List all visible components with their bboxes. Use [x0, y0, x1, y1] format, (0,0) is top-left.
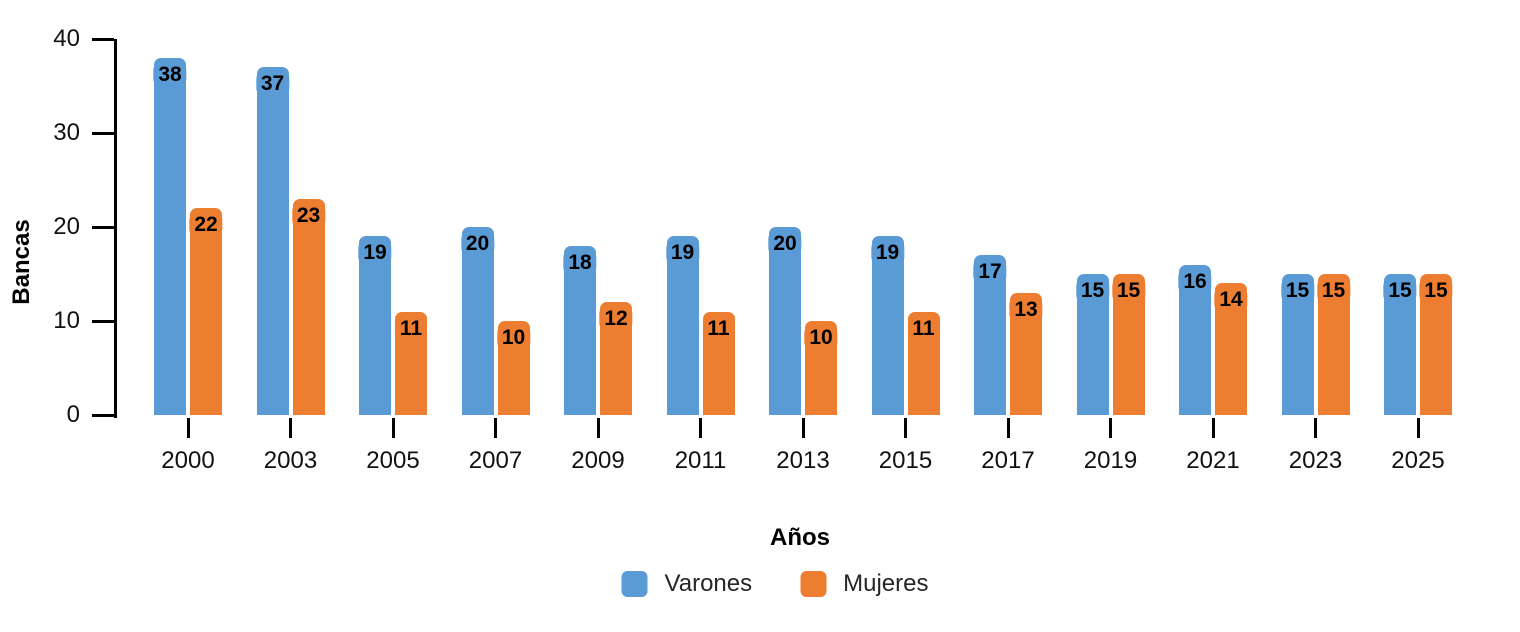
- bar-mujeres: 15: [1419, 274, 1453, 415]
- x-tick-mark: [186, 418, 190, 438]
- bar-mujeres: 11: [907, 311, 940, 415]
- bar-value-label: 23: [291, 201, 326, 229]
- legend-label-mujeres: Mujeres: [843, 570, 929, 597]
- bar-value-label: 15: [1111, 277, 1146, 304]
- x-tick-label: 2025: [1391, 447, 1445, 474]
- x-tick-mark: [494, 418, 497, 438]
- legend-label-varones: Varones: [664, 570, 753, 597]
- bar-mujeres: 22: [189, 208, 223, 415]
- y-tick-mark: [92, 413, 114, 417]
- bar-mujeres: 11: [394, 311, 428, 415]
- bar-varones: 15: [1280, 274, 1315, 415]
- bar-value-label: 20: [768, 230, 802, 257]
- y-axis-line: [114, 39, 117, 418]
- x-tick-mark: [699, 418, 702, 438]
- x-tick-label: 2019: [1083, 447, 1138, 474]
- bar-mujeres: 14: [1214, 283, 1248, 415]
- y-tick-label: 40: [53, 25, 80, 52]
- legend-item-varones: Varones: [621, 570, 753, 598]
- x-tick-mark: [1211, 418, 1215, 438]
- y-tick-label: 20: [53, 213, 80, 240]
- bar-value-label: 19: [665, 239, 700, 267]
- bar-value-label: 17: [973, 258, 1007, 286]
- bar-value-label: 10: [496, 324, 531, 351]
- bar-varones: 19: [870, 236, 905, 415]
- y-tick-mark: [92, 131, 114, 135]
- bar-value-label: 19: [870, 239, 905, 267]
- bar-value-label: 37: [255, 70, 290, 98]
- bar-varones: 38: [153, 57, 187, 415]
- bar-value-label: 11: [702, 314, 735, 342]
- x-tick-label: 2003: [263, 447, 318, 474]
- bar-value-label: 11: [907, 314, 940, 342]
- legend-swatch-mujeres: [800, 571, 827, 597]
- bar-mujeres: 10: [496, 321, 531, 415]
- x-tick-mark: [1006, 418, 1010, 438]
- y-tick-label: 0: [66, 401, 80, 428]
- y-tick-mark: [92, 37, 114, 41]
- x-tick-label: 2009: [571, 447, 625, 474]
- bar-mujeres: 11: [702, 311, 735, 415]
- x-tick-label: 2005: [366, 447, 420, 474]
- legend: Varones Mujeres: [621, 570, 928, 598]
- bar-value-label: 14: [1214, 286, 1248, 314]
- bar-value-label: 11: [394, 314, 428, 342]
- x-tick-mark: [289, 418, 292, 438]
- x-tick-mark: [904, 418, 907, 438]
- y-tick-mark: [92, 319, 114, 323]
- bar-mujeres: 12: [599, 302, 633, 415]
- bar-value-label: 15: [1419, 277, 1453, 304]
- x-tick-mark: [596, 418, 600, 438]
- legend-swatch-varones: [621, 571, 648, 597]
- bar-varones: 15: [1075, 274, 1110, 415]
- bar-mujeres: 15: [1316, 274, 1351, 415]
- bar-value-label: 15: [1383, 277, 1417, 304]
- bar-value-label: 15: [1075, 277, 1110, 304]
- x-tick-mark: [801, 418, 805, 438]
- legend-item-mujeres: Mujeres: [800, 570, 928, 598]
- bar-varones: 16: [1178, 264, 1212, 415]
- x-tick-mark: [1109, 418, 1112, 438]
- x-tick-mark: [1416, 418, 1420, 438]
- x-axis-title: Años: [770, 524, 830, 551]
- x-tick-mark: [1314, 418, 1317, 438]
- bar-mujeres: 23: [291, 198, 326, 415]
- x-tick-label: 2000: [161, 447, 215, 474]
- y-tick-label: 10: [53, 307, 80, 334]
- y-tick-label: 30: [53, 119, 80, 146]
- bar-varones: 15: [1383, 274, 1417, 415]
- bar-mujeres: 10: [804, 321, 838, 415]
- x-tick-label: 2007: [468, 447, 523, 474]
- bar-value-label: 20: [460, 230, 495, 257]
- bar-mujeres: 13: [1009, 292, 1043, 415]
- bar-value-label: 19: [358, 239, 392, 267]
- bar-value-label: 38: [153, 60, 187, 88]
- bar-value-label: 16: [1178, 267, 1212, 295]
- bar-value-label: 22: [189, 211, 223, 239]
- bar-varones: 19: [665, 236, 700, 415]
- x-tick-label: 2013: [776, 447, 830, 474]
- bar-value-label: 15: [1280, 277, 1315, 304]
- bar-value-label: 13: [1009, 295, 1043, 323]
- bar-mujeres: 15: [1111, 274, 1146, 415]
- bar-varones: 19: [358, 236, 392, 415]
- bar-value-label: 12: [599, 305, 633, 333]
- x-tick-label: 2021: [1186, 447, 1240, 474]
- bar-varones: 37: [255, 67, 290, 415]
- bar-varones: 17: [973, 255, 1007, 415]
- x-tick-label: 2011: [674, 447, 727, 474]
- y-tick-mark: [92, 225, 114, 229]
- bar-varones: 18: [563, 245, 597, 415]
- x-tick-mark: [391, 418, 395, 438]
- x-tick-label: 2015: [878, 447, 933, 474]
- bar-varones: 20: [460, 227, 495, 415]
- bar-value-label: 10: [804, 324, 838, 351]
- bar-value-label: 15: [1316, 277, 1351, 304]
- bar-varones: 20: [768, 227, 802, 415]
- x-tick-label: 2023: [1288, 447, 1343, 474]
- x-tick-label: 2017: [981, 447, 1035, 474]
- bar-value-label: 18: [563, 248, 597, 276]
